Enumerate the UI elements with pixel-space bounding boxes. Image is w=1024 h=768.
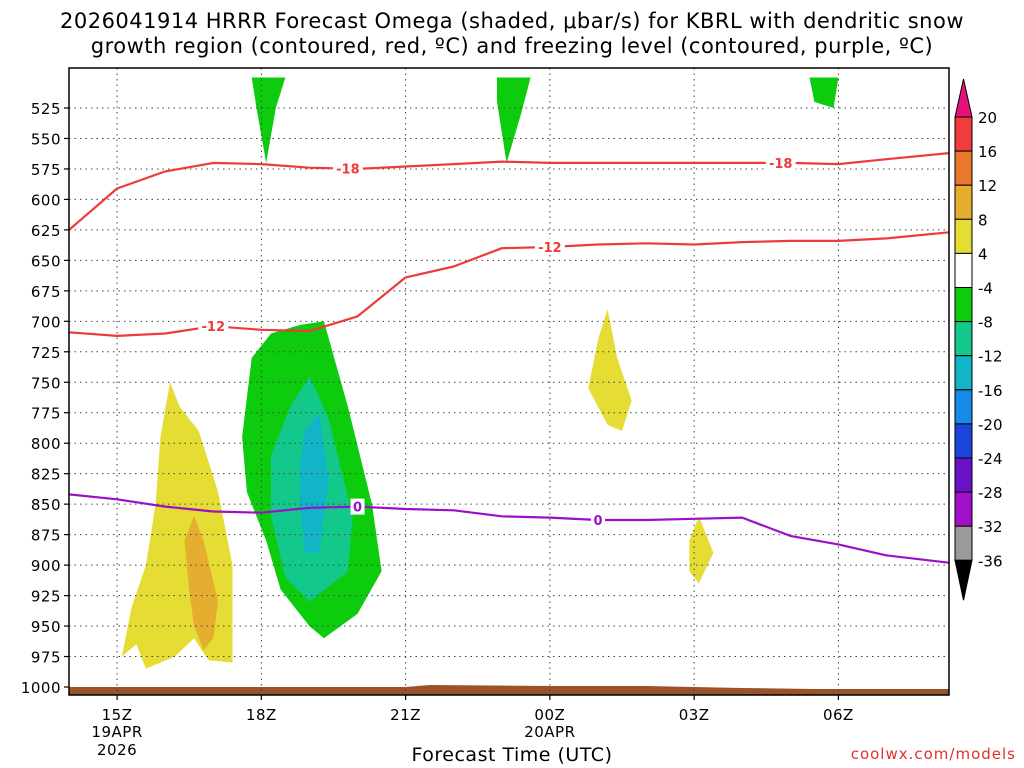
colorbar-label: -4 [978,280,993,298]
x-tick-label: 15Z [102,706,133,724]
colorbar-bottom-extend [954,559,973,601]
x-tick-sublabel: 19APR [91,723,142,741]
omega-region-extra-2 [540,516,574,633]
contour-label: -12 [538,241,562,256]
y-tick-label: 625 [31,222,61,240]
y-tick-label: 775 [31,405,61,423]
colorbar-label: 4 [978,245,988,263]
omega-region-descent-1830z-max [299,412,329,553]
y-tick-label: 600 [31,191,61,209]
x-axis-title: Forecast Time (UTC) [411,744,613,766]
y-tick-label: 825 [31,466,61,484]
colorbar-bin [954,491,973,527]
contour-label-bg [332,160,363,177]
omega-region-descent-mid-top [497,77,531,163]
colorbar-label: 20 [978,109,997,127]
y-tick-label: 875 [31,527,61,545]
y-tick-label: 650 [31,252,61,270]
y-tick-label: 750 [31,374,61,392]
contour-label-bg [590,512,605,529]
contour-label: -18 [336,163,360,178]
colorbar-bin [954,116,973,152]
y-tick-label: 525 [31,100,61,118]
colorbar-bin [954,252,973,288]
x-tick-label: 21Z [390,706,421,724]
y-tick-label: 575 [31,161,61,179]
plot-frame [68,67,950,696]
colorbar-bin [954,389,973,425]
x-tick-label: 00Z [534,706,565,724]
colorbar-bin [954,287,973,323]
omega-region-descent-east-top [809,77,839,108]
y-tick-label: 700 [31,313,61,331]
y-tick-label: 850 [31,496,61,514]
colorbar-label: 8 [978,211,988,229]
contour-label-bg [350,498,365,515]
omega-region-extra-3 [944,552,949,602]
y-tick-label: 975 [31,649,61,667]
colorbar-bin [954,355,973,391]
y-tick-label: 725 [31,344,61,362]
x-tick-label: 18Z [246,706,277,724]
contour-label: -18 [769,157,793,172]
colorbar-bin [954,150,973,186]
colorbar-label: -8 [978,314,993,332]
colorbar-bin [954,218,973,254]
chart-title-line-1: 2026041914 HRRR Forecast Omega (shaded, … [59,9,964,33]
y-tick-label: 550 [31,130,61,148]
omega-region-extra-1 [400,382,416,456]
colorbar-label: 12 [978,177,997,195]
colorbar-label: 16 [978,143,997,161]
y-tick-label: 800 [31,435,61,453]
colorbar-label: -24 [978,450,1003,468]
chart-title-line-2: growth region (contoured, red, ºC) and f… [90,34,934,58]
site-credit[interactable]: coolwx.com/models [850,745,1016,763]
x-tick-sublabel: 20APR [524,723,575,741]
colorbar-bin [954,423,973,459]
omega-region-core-central [588,309,632,431]
contour-label: -12 [202,320,226,335]
omega-region-descent-west-top [251,77,286,163]
colorbar-label: -20 [978,416,1003,434]
x-tick-label: 06Z [823,706,854,724]
y-tick-label: 1000 [21,679,61,697]
colorbar-label: -36 [978,552,1003,570]
isotherm-0 [69,493,949,564]
y-tick-label: 900 [31,557,61,575]
omega-region-core-central-2 [689,516,714,584]
colorbar-label: -12 [978,348,1003,366]
colorbar-bin [954,184,973,220]
colorbar-bin [954,321,973,357]
contour-label: 0 [593,514,602,529]
colorbar-label: -32 [978,518,1003,536]
terrain-band [69,685,949,695]
omega-region-ascent-east-upper [915,77,949,340]
omega-region-core-west-max [184,516,219,651]
y-tick-label: 675 [31,283,61,301]
colorbar-top-extend [954,78,973,118]
y-tick-label: 925 [31,588,61,606]
contour-label-bg [534,238,565,255]
x-tick-label: 03Z [679,706,710,724]
colorbar-bin [954,525,973,561]
colorbar-label: -28 [978,484,1003,502]
contour-label-bg [198,318,229,335]
colorbar-bin [954,457,973,493]
colorbar-label: -16 [978,382,1003,400]
contour-label-bg [765,154,796,171]
x-tick-sublabel: 2026 [97,741,137,759]
y-tick-label: 950 [31,618,61,636]
contour-label: 0 [353,501,362,516]
